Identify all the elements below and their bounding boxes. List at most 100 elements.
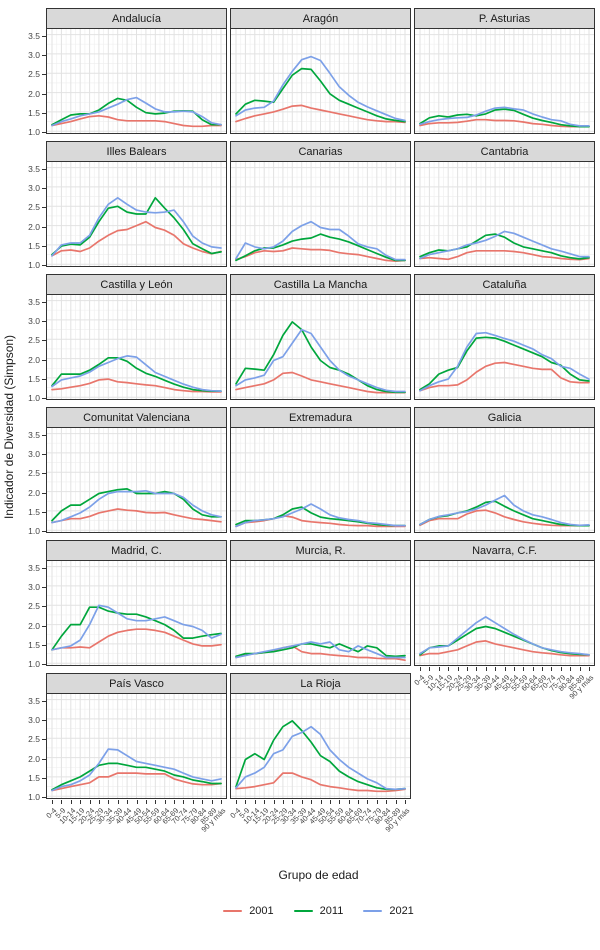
y-tick-label: 2.5	[28, 69, 40, 80]
y-tick-mark	[42, 664, 46, 666]
y-tick-label: 2.5	[28, 335, 40, 346]
facet-title: Castilla y León	[100, 278, 173, 291]
y-tick-mark	[42, 758, 46, 760]
x-tick-mark	[254, 800, 256, 804]
y-tick-mark	[42, 245, 46, 247]
facet-strip: Madrid, C.	[46, 540, 227, 561]
y-tick-mark	[42, 492, 46, 494]
facet-p-asturias: P. Asturias	[414, 8, 595, 134]
y-tick-mark	[42, 35, 46, 37]
y-tick-label: 2.0	[28, 88, 40, 99]
y-tick-mark	[42, 644, 46, 646]
facet-andalucía: Andalucía	[46, 8, 227, 134]
line-2001	[419, 249, 590, 261]
facet-comunitat-valenciana: Comunitat Valenciana	[46, 407, 227, 533]
facet-title: Comunitat Valenciana	[83, 411, 190, 424]
facet-panel	[230, 560, 411, 666]
line-2021	[51, 355, 222, 392]
x-tick-label: 25-29	[85, 806, 106, 826]
facet-title: Madrid, C.	[111, 544, 162, 557]
x-tick-label: 0-4	[228, 806, 243, 821]
line-2021	[235, 503, 406, 528]
facet-title: P. Asturias	[478, 12, 531, 25]
facet-title: Navarra, C.F.	[472, 544, 537, 557]
x-tick-mark	[202, 800, 204, 804]
x-tick-mark	[136, 800, 138, 804]
x-tick-mark	[542, 667, 544, 671]
facet-illes-balears: Illes Balears	[46, 141, 227, 267]
y-tick-label: 1.0	[28, 260, 40, 271]
x-tick-mark	[466, 667, 468, 671]
legend-label: 2001	[249, 905, 274, 917]
y-tick-label: 3.5	[28, 30, 40, 41]
y-tick-label: 1.5	[28, 240, 40, 251]
x-tick-label: 85-89	[198, 806, 218, 826]
y-axis: 1.0 1.5 2.0 2.5 3.0 3.5	[16, 141, 46, 271]
line-2001	[235, 247, 406, 263]
facet-aragón: Aragón	[230, 8, 411, 134]
x-tick-mark	[211, 800, 213, 804]
line-2001	[419, 118, 590, 128]
facet-panel	[414, 28, 595, 134]
x-tick-mark	[570, 667, 572, 671]
line-2001	[51, 508, 222, 524]
facet-panel	[414, 294, 595, 400]
facet-panel	[46, 427, 227, 533]
y-tick-mark	[42, 359, 46, 361]
facet-panel	[46, 693, 227, 799]
facet-panel	[230, 28, 411, 134]
line-2021	[51, 748, 222, 792]
plot-grid: 1.0 1.5 2.0 2.5 3.0 3.5 Andalucía Aragón P. Astu…	[16, 8, 598, 834]
x-tick-mark	[405, 800, 406, 804]
facet-title: Extremadura	[289, 411, 352, 424]
line-2001	[235, 104, 406, 124]
facet-row: 1.0 1.5 2.0 2.5 3.0 3.5 Castilla y León Castill…	[16, 274, 598, 403]
facet-panel	[46, 161, 227, 267]
facet-title: Murcia, R.	[295, 544, 346, 557]
x-tick-label: 35-39	[288, 806, 309, 826]
facet-castilla-y-león: Castilla y León	[46, 274, 227, 400]
y-axis-title: Indicador de Diversidad (Simpson)	[2, 334, 16, 520]
x-tick-label: 90 y más	[199, 806, 228, 834]
x-tick-mark	[155, 800, 157, 804]
x-tick-mark	[438, 667, 440, 671]
x-tick-mark	[579, 667, 581, 671]
x-tick-mark	[504, 667, 506, 671]
facet-cantabria: Cantabria	[414, 141, 595, 267]
facet-panel	[414, 427, 595, 533]
facet-strip: Cantabria	[414, 141, 595, 162]
line-2011	[419, 108, 590, 128]
y-tick-label: 3.0	[28, 448, 40, 459]
x-tick-mark	[386, 800, 388, 804]
line-2021	[235, 220, 406, 261]
line-2001	[419, 640, 590, 657]
x-tick-mark	[476, 667, 478, 671]
y-tick-label: 2.0	[28, 487, 40, 498]
y-tick-mark	[42, 301, 46, 303]
y-tick-mark	[42, 453, 46, 455]
x-tick-label: 20-24	[76, 806, 96, 826]
y-tick-mark	[42, 434, 46, 436]
facet-title: Cataluña	[482, 278, 527, 291]
x-tick-label: 85-89	[382, 806, 402, 826]
line-2011	[51, 606, 222, 651]
facet-strip: Aragón	[230, 8, 411, 29]
x-tick-label: 20-24	[260, 806, 280, 826]
x-tick-label: 80-84	[188, 806, 209, 826]
facet-strip: La Rioja	[230, 673, 411, 694]
y-tick-mark	[42, 511, 46, 513]
facet-title: Illes Balears	[106, 145, 167, 158]
x-tick-mark	[236, 800, 237, 804]
x-tick-label: 10-14	[57, 806, 78, 826]
y-tick-mark	[42, 168, 46, 170]
facet-panel	[46, 294, 227, 400]
y-tick-label: 1.5	[28, 639, 40, 650]
y-tick-label: 2.5	[28, 468, 40, 479]
facet-title: Andalucía	[112, 12, 161, 25]
x-tick-label: 5-9	[237, 806, 252, 821]
facet-title: Cantabria	[480, 145, 529, 158]
y-axis: 1.0 1.5 2.0 2.5 3.0 3.5	[16, 274, 46, 403]
facet-strip: País Vasco	[46, 673, 227, 694]
x-tick-mark	[420, 667, 421, 671]
x-axis: 0-4 5-9 10-14 15-19 20-24 25-29 30-34 35-39 40-4…	[44, 800, 227, 848]
